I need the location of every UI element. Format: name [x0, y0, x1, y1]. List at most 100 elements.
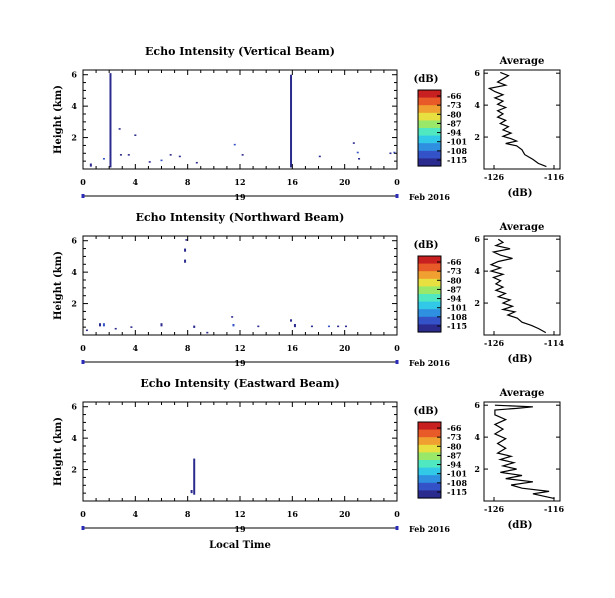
echo-cell: [114, 327, 117, 330]
average-y-tick-label: 4: [474, 432, 480, 442]
colorbar-segment: [418, 153, 441, 156]
colorbar-segment: [418, 454, 441, 457]
plot-frame: [82, 235, 398, 336]
colorbar-segment: [418, 318, 441, 320]
y-axis-label: Height (km): [53, 417, 64, 486]
colorbar-segment: [418, 302, 441, 305]
colorbar-segment: [418, 456, 441, 459]
colorbar-segment: [418, 122, 441, 125]
colorbar-segment: [418, 311, 441, 314]
colorbar-segment: [418, 442, 441, 445]
colorbar-segment: [418, 93, 441, 96]
average-profile-line: [493, 404, 555, 500]
colorbar-segment: [418, 266, 441, 268]
colorbar-segment: [418, 427, 441, 429]
colorbar-segment: [418, 424, 441, 427]
x-tick-label: 4: [133, 343, 139, 353]
echo-cell: [148, 161, 151, 163]
echo-cell: [231, 316, 234, 318]
colorbar-tick-label: -80: [447, 275, 462, 285]
colorbar-segment: [418, 162, 441, 165]
panel-title: Echo Intensity (Vertical Beam): [145, 45, 335, 58]
colorbar-segment: [418, 422, 441, 424]
colorbar-segment: [418, 489, 441, 491]
x-tick-label: 0: [80, 177, 86, 187]
average-profile-line: [489, 238, 547, 334]
x-tick-label: 20: [339, 509, 351, 519]
average-title: Average: [499, 388, 545, 399]
colorbar-tick-label: -73: [447, 100, 462, 110]
y-tick-label: 4: [71, 433, 77, 443]
average-profile-line: [487, 71, 547, 168]
colorbar-segment: [418, 468, 441, 471]
colorbar-segment: [418, 447, 441, 450]
colorbar-segment: [418, 163, 441, 166]
echo-cell: [134, 134, 137, 136]
colorbar-segment: [418, 116, 441, 119]
colorbar-segment: [418, 471, 441, 474]
echo-cell: [160, 159, 163, 162]
colorbar-segment: [418, 281, 441, 284]
colorbar-segment: [418, 324, 441, 327]
colorbar-segment: [418, 295, 441, 298]
colorbar-segment: [418, 290, 441, 293]
echo-cell: [389, 152, 392, 155]
echo-cell: [127, 154, 130, 156]
average-x-label: (dB): [508, 354, 533, 365]
colorbar-segment: [418, 128, 441, 130]
colorbar-segment: [418, 115, 441, 118]
echo-cell: [160, 323, 163, 327]
colorbar-segment: [418, 152, 441, 154]
echo-cell: [169, 154, 172, 156]
colorbar-segment: [418, 102, 441, 105]
echo-cell: [99, 323, 102, 327]
colorbar-segment: [418, 305, 441, 308]
date-day-label: 19: [234, 192, 246, 202]
y-axis-label: Height (km): [53, 85, 64, 154]
colorbar-segment: [418, 139, 441, 142]
average-x-tick-label: -116: [544, 504, 564, 514]
colorbar-tick-label: -101: [447, 303, 467, 313]
colorbar-segment: [418, 135, 441, 138]
colorbar-segment: [418, 141, 441, 144]
colorbar-tick-label: -108: [447, 312, 467, 322]
plot-frame: [82, 401, 398, 502]
colorbar-segment: [418, 138, 441, 140]
average-x-label: (dB): [508, 188, 533, 199]
colorbar-segment: [418, 129, 441, 132]
colorbar-segment: [418, 491, 441, 494]
echo-cell: [118, 128, 121, 130]
echo-cell: [290, 319, 293, 322]
colorbar-segment: [418, 486, 441, 489]
colorbar-tick-label: -94: [447, 460, 462, 470]
y-tick-label: 6: [71, 236, 77, 246]
x-tick-label: 8: [185, 343, 191, 353]
colorbar-segment: [418, 283, 441, 286]
colorbar-segment: [418, 321, 441, 324]
average-title: Average: [499, 56, 545, 67]
date-axis-marker: [81, 526, 85, 530]
x-tick-label: 12: [234, 509, 245, 519]
colorbar-unit: (dB): [414, 74, 439, 85]
colorbar-segment: [418, 452, 441, 455]
average-y-tick-label: 6: [474, 68, 480, 78]
y-tick-label: 2: [71, 299, 77, 309]
colorbar-segment: [418, 435, 441, 438]
colorbar-segment: [418, 480, 441, 483]
colorbar-segment: [418, 148, 441, 151]
colorbar-segment: [418, 158, 441, 161]
colorbar-segment: [418, 432, 441, 434]
y-tick-label: 2: [71, 133, 77, 143]
colorbar-segment: [418, 490, 441, 493]
colorbar-segment: [418, 329, 441, 332]
colorbar-segment: [418, 90, 441, 92]
average-y-tick-label: 4: [474, 266, 480, 276]
average-x-tick-label: -126: [484, 338, 504, 348]
colorbar-segment: [418, 476, 441, 479]
colorbar-segment: [418, 147, 441, 149]
echo-cell: [89, 163, 92, 167]
colorbar-segment: [418, 287, 441, 290]
colorbar-tick-label: -80: [447, 109, 462, 119]
colorbar-segment: [418, 95, 441, 97]
echo-cell: [241, 154, 244, 156]
